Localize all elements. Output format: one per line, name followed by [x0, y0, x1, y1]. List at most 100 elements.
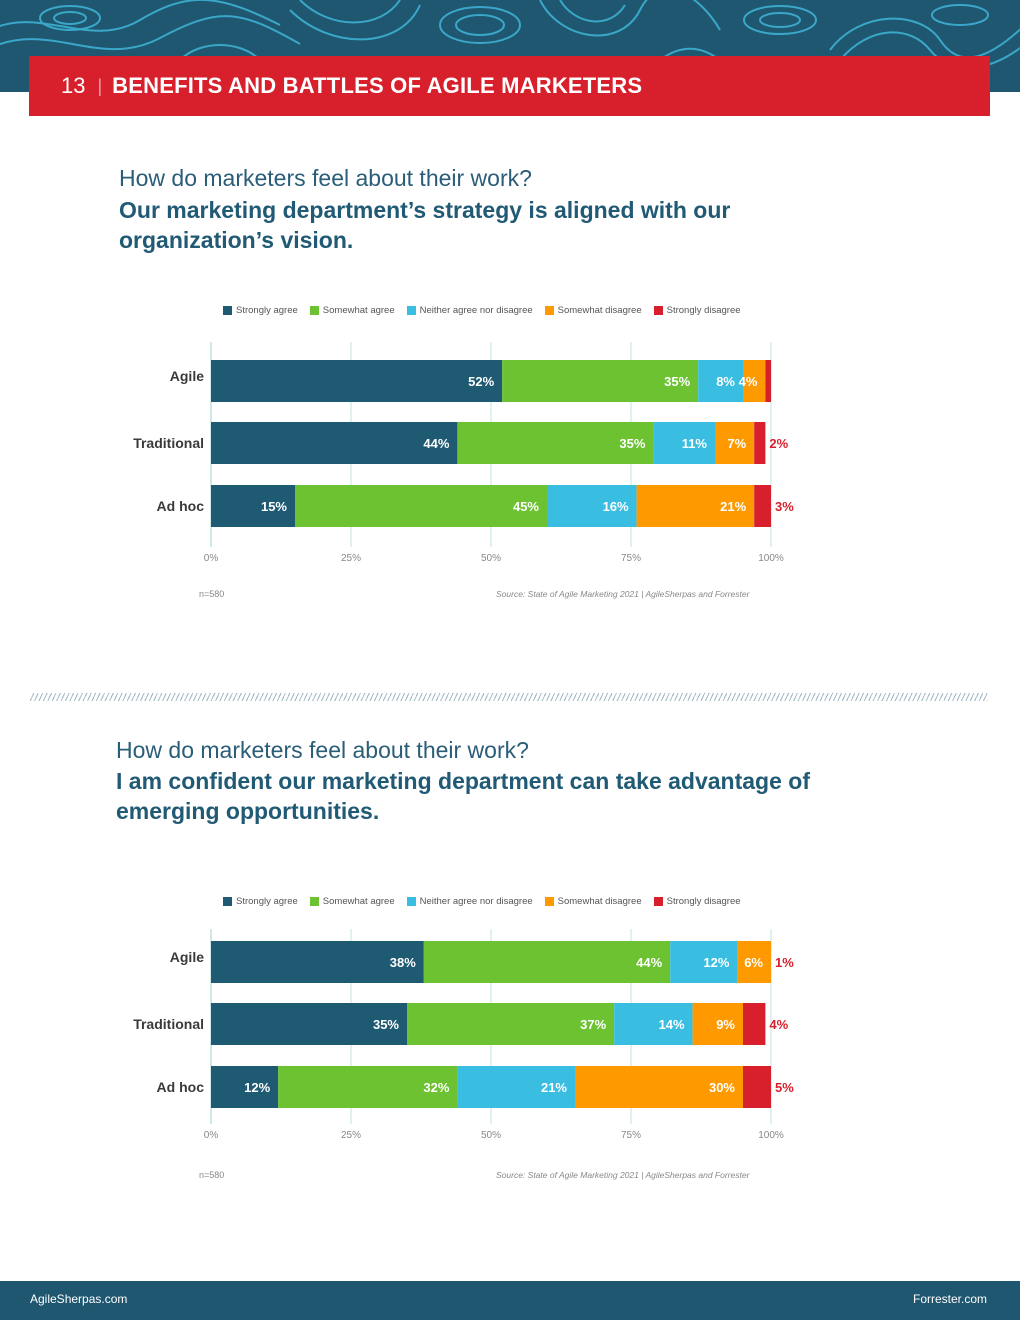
chart2-question: How do marketers feel about their work? [116, 737, 529, 763]
data-label: 30% [709, 1080, 735, 1095]
x-tick-label: 50% [481, 553, 501, 564]
legend-item-neither: Neither agree nor disagree [406, 896, 533, 907]
bar-segment-somewhat-disagree [575, 1066, 743, 1108]
bar-segment-strongly-agree [211, 1003, 407, 1045]
bar-segment-neither [653, 422, 715, 464]
data-label: 38% [390, 955, 416, 970]
data-label: 7% [727, 436, 746, 451]
legend-label: Strongly disagree [666, 896, 741, 907]
chart1-legend: Strongly agree Somewhat agree Neither ag… [223, 305, 753, 316]
bar-segment-strongly-agree [211, 1066, 279, 1108]
legend-item-somewhat-agree: Somewhat agree [309, 896, 395, 907]
bar-segment-somewhat-agree [295, 485, 547, 527]
bar-segment-strongly-disagree [743, 1003, 766, 1045]
bar-segment-neither [670, 941, 738, 983]
category-label: Ad hoc [157, 1079, 205, 1095]
data-label: 6% [744, 955, 763, 970]
chart1-sample-size: n=580 [199, 589, 225, 599]
legend-label: Neither agree nor disagree [419, 896, 533, 907]
legend-item-somewhat-agree: Somewhat agree [309, 305, 395, 316]
x-tick-label: 75% [621, 553, 641, 564]
data-label: 45% [513, 499, 539, 514]
x-tick-label: 50% [481, 1130, 501, 1141]
legend-swatch [309, 306, 319, 315]
legend-swatch [223, 306, 232, 315]
x-tick-label: 25% [341, 1130, 361, 1141]
bar-segment-strongly-disagree [754, 485, 771, 527]
section-divider [30, 693, 988, 701]
bar-segment-somewhat-disagree [715, 422, 755, 464]
data-label: 4% [769, 1017, 788, 1032]
page-number: 13 [61, 73, 86, 98]
x-tick-label: 25% [341, 553, 361, 564]
chart1-source: Source: State of Agile Marketing 2021 | … [496, 589, 750, 599]
data-label: 5% [775, 1080, 794, 1095]
x-tick-label: 100% [758, 1130, 784, 1141]
section-banner: 13 | BENEFITS AND BATTLES OF AGILE MARKE… [29, 56, 990, 116]
section-title: BENEFITS AND BATTLES OF AGILE MARKETERS [112, 73, 643, 98]
banner-separator: | [97, 75, 103, 96]
page-footer: AgileSherpas.com Forrester.com [0, 1281, 1020, 1320]
bar-segment-strongly-agree [211, 360, 503, 402]
legend-label: Somewhat disagree [557, 896, 642, 907]
category-label: Traditional [133, 1016, 204, 1032]
bar-segment-strongly-disagree [754, 422, 766, 464]
legend-swatch [653, 897, 663, 906]
data-label: 32% [423, 1080, 449, 1095]
bar-segment-somewhat-agree [502, 360, 699, 402]
legend-item-somewhat-disagree: Somewhat disagree [544, 896, 642, 907]
bar-segment-somewhat-disagree [737, 941, 771, 983]
category-label: Traditional [133, 435, 204, 451]
bar-segment-somewhat-agree [423, 941, 671, 983]
bar-segment-neither [614, 1003, 693, 1045]
data-label: 15% [261, 499, 287, 514]
legend-swatch [653, 306, 663, 315]
footer-link-agilesherpas[interactable]: AgileSherpas.com [30, 1292, 128, 1306]
bar-segment-somewhat-agree [407, 1003, 615, 1045]
legend-item-strongly-disagree: Strongly disagree [653, 305, 741, 316]
bar-segment-strongly-agree [211, 422, 458, 464]
data-label: 35% [373, 1017, 399, 1032]
data-label: 9% [716, 1017, 735, 1032]
legend-item-strongly-agree: Strongly agree [223, 305, 298, 316]
legend-item-neither: Neither agree nor disagree [406, 305, 533, 316]
data-label: 52% [468, 374, 494, 389]
data-label: 11% [682, 436, 708, 451]
bar-segment-neither [457, 1066, 575, 1108]
data-label: 35% [664, 374, 690, 389]
legend-label: Somewhat agree [322, 305, 395, 316]
data-label: 16% [603, 499, 629, 514]
chart2-legend: Strongly agree Somewhat agree Neither ag… [223, 896, 753, 907]
data-label: 3% [775, 499, 794, 514]
bar-segment-strongly-agree [211, 485, 295, 527]
legend-swatch [544, 306, 554, 315]
chart2-sample-size: n=580 [199, 1170, 225, 1180]
data-label: 8% [716, 374, 735, 389]
data-label: 12% [703, 955, 729, 970]
bar-segment-neither [698, 360, 743, 402]
bar-segment-somewhat-disagree [636, 485, 755, 527]
chart1-plot: 0% 25% 50% 75% 100% Agile 52% 35% 8% 4% Traditiona… [133, 342, 794, 564]
bar-segment-strongly-agree [211, 941, 424, 983]
data-label: 21% [720, 499, 746, 514]
chart2-source: Source: State of Agile Marketing 2021 | … [496, 1170, 750, 1180]
data-label: 14% [659, 1017, 685, 1032]
legend-label: Neither agree nor disagree [419, 305, 533, 316]
legend-item-strongly-disagree: Strongly disagree [653, 896, 741, 907]
legend-swatch [223, 897, 232, 906]
legend-swatch [406, 306, 416, 315]
data-label: 1% [775, 955, 794, 970]
legend-swatch [309, 897, 319, 906]
legend-label: Somewhat agree [322, 896, 395, 907]
legend-label: Somewhat disagree [557, 305, 642, 316]
footer-link-forrester[interactable]: Forrester.com [912, 1292, 987, 1306]
legend-label: Strongly disagree [666, 305, 741, 316]
data-label: 21% [541, 1080, 567, 1095]
x-tick-label: 75% [621, 1130, 641, 1141]
data-label: 44% [636, 955, 662, 970]
chart2-title: I am confident our marketing department … [116, 768, 810, 824]
x-tick-label: 100% [758, 553, 784, 564]
chart1-title: Our marketing department’s strategy is a… [119, 197, 731, 253]
bar-segment-somewhat-disagree [692, 1003, 743, 1045]
data-label: 44% [423, 436, 449, 451]
